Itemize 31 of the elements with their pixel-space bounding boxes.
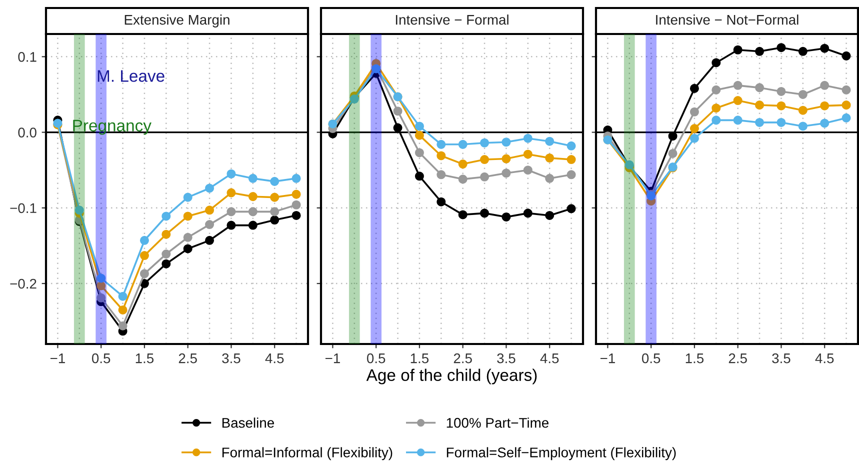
band-label: Pregnancy xyxy=(73,120,152,135)
x-tick-label: 1.5 xyxy=(136,354,154,364)
y-tick-label: −0.1 xyxy=(10,203,36,214)
x-tick-label: 4.5 xyxy=(815,354,834,364)
x-tick-label: −1 xyxy=(600,354,615,364)
chart-title: Intensive − Formal xyxy=(396,14,508,25)
x-tick-label: 1.5 xyxy=(686,354,704,364)
legend-label: 100% Part−Time xyxy=(446,418,548,428)
x-tick-label: −1 xyxy=(50,354,65,364)
x-tick-label: 1.5 xyxy=(410,354,429,364)
x-tick-label: 2.5 xyxy=(178,353,197,364)
x-axis-title: Age of the child (years) xyxy=(366,368,537,384)
chart-title: Intensive − Not−Formal xyxy=(656,14,798,25)
y-tick-label: −0.2 xyxy=(10,278,36,289)
x-tick-label: 0.5 xyxy=(92,353,110,364)
chart-title: Extensive Margin xyxy=(124,14,230,28)
legend-label: Formal=Informal (Flexibility) xyxy=(222,447,392,460)
x-tick-label: 3.5 xyxy=(222,353,240,364)
x-tick-label: 3.5 xyxy=(772,353,790,364)
x-tick-label: 3.5 xyxy=(497,353,516,364)
y-tick-label: 0.0 xyxy=(18,128,36,138)
x-tick-label: 2.5 xyxy=(728,353,747,364)
y-tick-label: 0.1 xyxy=(18,52,36,62)
x-tick-label: −1 xyxy=(325,354,340,364)
x-tick-label: 0.5 xyxy=(642,353,660,364)
x-tick-label: 4.5 xyxy=(265,354,284,364)
x-tick-label: 4.5 xyxy=(540,354,559,364)
legend-label: Formal=Self−Employment (Flexibility) xyxy=(446,447,676,460)
x-tick-label: 0.5 xyxy=(366,353,386,364)
x-tick-label: 2.5 xyxy=(454,353,472,364)
legend-label: Baseline xyxy=(222,418,274,428)
